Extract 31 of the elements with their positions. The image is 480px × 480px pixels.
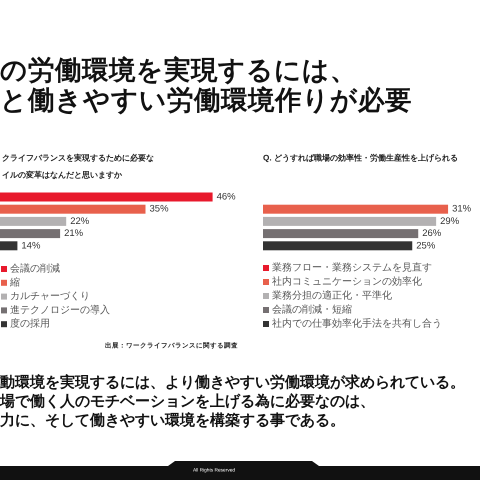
legend-item: カルチャーづくり: [1, 291, 90, 302]
text: の労働環境を実現するには、: [0, 55, 357, 85]
data-label: 35%: [150, 204, 170, 215]
legend-item: 業務分担の適正化・平準化: [263, 290, 392, 302]
legend-label: 進テクノロジーの導入: [10, 304, 110, 316]
text: 力に、そして働きやすい環境を構築する事である。: [0, 411, 345, 429]
legend-item: 会議の削減: [1, 264, 60, 274]
text: と働きやすい労働環境作りが必要: [0, 85, 412, 115]
data-label: 31%: [452, 204, 472, 215]
legend-item: 会議の削減・短縮: [263, 304, 352, 316]
data-label: 21%: [64, 228, 84, 240]
data-label: 25%: [416, 240, 436, 252]
legend-item: 度の採用: [1, 318, 50, 330]
data-label: 29%: [440, 216, 460, 227]
legend-label: 縮: [9, 276, 20, 288]
data-label: 22%: [70, 216, 90, 227]
legend-item: 社内での仕事効率化手法を共有し合う: [263, 318, 442, 330]
legend-label: 会議の削減・短縮: [272, 304, 352, 316]
legend-item: 縮: [1, 277, 20, 288]
chart-title: クライフバランスを実現するために必要な: [2, 152, 154, 162]
legend-item: 社内コミュニケーションの効率化: [263, 276, 422, 288]
data-label: 14%: [21, 240, 41, 252]
chart-title: Q. どうすれば職場の効率性・労働生産性を上げられる: [263, 152, 458, 162]
legend-item: 業務フロー・業務システムを見直す: [263, 262, 432, 274]
data-label: 46%: [216, 192, 236, 202]
chart-subtitle: イルの変革はなんだと思いますか: [2, 170, 123, 180]
data-label: 26%: [422, 228, 442, 240]
legend-item: 進テクノロジーの導入: [1, 304, 110, 316]
text: 動環境を実現するには、より働きやすい労働環境が求められている。: [0, 373, 465, 391]
legend-label: 会議の削減: [10, 262, 60, 274]
legend-label: 度の採用: [10, 318, 50, 330]
